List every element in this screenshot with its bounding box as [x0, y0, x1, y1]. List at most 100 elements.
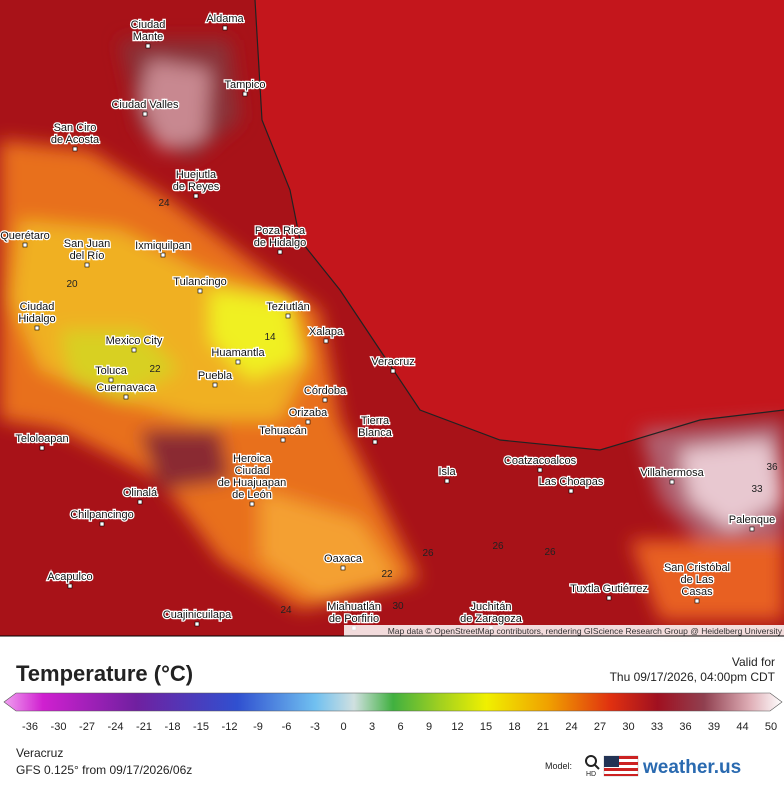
- city-label: de Zaragoza: [460, 613, 523, 625]
- city-label: Villahermosa: [640, 467, 704, 479]
- valid-time: Thu 09/17/2026, 04:00pm CDT: [610, 670, 776, 684]
- city-dot: [323, 338, 329, 344]
- city-label: de Acosta: [51, 134, 100, 146]
- colorbar-tick: -9: [253, 721, 263, 733]
- city-label: Teloloapan: [15, 433, 68, 445]
- city-dot: [67, 583, 73, 589]
- city-dot: [280, 437, 286, 443]
- city-dot: [212, 382, 218, 388]
- contour-label: 22: [149, 364, 161, 375]
- contour-label: 33: [751, 484, 763, 495]
- city-label: Hidalgo: [18, 313, 55, 325]
- city-dot: [340, 565, 346, 571]
- colorbar-tick: -15: [193, 721, 209, 733]
- model-run: GFS 0.125° from 09/17/2026/06z: [16, 763, 192, 777]
- city-dot: [193, 193, 199, 199]
- colorbar-tick: 6: [397, 721, 403, 733]
- city-label: Ciudad: [235, 465, 270, 477]
- city-dot: [145, 43, 151, 49]
- city-dot: [34, 325, 40, 331]
- colorbar-tick: 21: [537, 721, 549, 733]
- hd-label: HD: [586, 771, 596, 778]
- city-label: Las Choapas: [539, 476, 604, 488]
- city-label: de Huajuapan: [218, 477, 287, 489]
- city-label: Ciudad: [20, 301, 55, 313]
- colorbar-tick: -24: [108, 721, 124, 733]
- city-dot: [142, 111, 148, 117]
- city-dot: [249, 501, 255, 507]
- city-dot: [108, 377, 114, 383]
- colorbar-tick: -18: [165, 721, 181, 733]
- colorbar-tick: 24: [565, 721, 577, 733]
- city-label: Tehuacán: [259, 425, 307, 437]
- city-label: Ciudad: [131, 19, 166, 31]
- search-icon: [585, 755, 597, 767]
- city-label: Ixmiquilpan: [135, 240, 191, 252]
- search-icon-handle: [594, 764, 600, 770]
- city-dot: [160, 252, 166, 258]
- coastline: [254, 0, 784, 451]
- location: Veracruz: [16, 746, 63, 760]
- brand: weather.us: [642, 757, 741, 778]
- city-dot: [285, 313, 291, 319]
- colorbar-tick: -6: [282, 721, 292, 733]
- contour-label: 20: [66, 279, 78, 290]
- colorbar-tick: 44: [736, 721, 748, 733]
- city-dot: [568, 488, 574, 494]
- city-label: de Las: [680, 574, 714, 586]
- colorbar-tick: -27: [79, 721, 95, 733]
- city-label: Xalapa: [309, 326, 344, 338]
- map: [0, 0, 784, 636]
- city-dot: [222, 25, 228, 31]
- contour-label: 14: [264, 332, 276, 343]
- city-label: Tuxtla Gutiérrez: [570, 583, 648, 595]
- city-dot: [131, 347, 137, 353]
- city-label: Miahuatlán: [327, 601, 381, 613]
- city-label: Tierra: [361, 415, 390, 427]
- city-label: Olinalá: [123, 487, 158, 499]
- city-label: Huamantla: [211, 347, 265, 359]
- colorbar-tick: 30: [622, 721, 634, 733]
- city-label: Veracruz: [371, 356, 414, 368]
- city-label: Huejutla: [176, 169, 217, 181]
- city-dot: [277, 249, 283, 255]
- city-label: de Porfirio: [329, 613, 379, 625]
- colorbar-tick: 39: [708, 721, 720, 733]
- city-label: Cuajinicuilapa: [163, 609, 232, 621]
- city-label: Querétaro: [0, 230, 50, 242]
- city-dot: [137, 499, 143, 505]
- city-label: San Juan: [64, 238, 110, 250]
- city-dot: [749, 526, 755, 532]
- city-label: Coatzacoalcos: [504, 455, 577, 467]
- contour-label: 36: [766, 462, 778, 473]
- colorbar-tick: 18: [508, 721, 520, 733]
- city-dot: [444, 478, 450, 484]
- city-label: Heroica: [233, 453, 272, 465]
- city-label: Mexico City: [106, 335, 163, 347]
- city-dot: [537, 467, 543, 473]
- colorbar-tick: -12: [222, 721, 238, 733]
- city-label: Oaxaca: [324, 553, 363, 565]
- colorbar-tick: 27: [594, 721, 606, 733]
- attribution-bg: [344, 625, 784, 636]
- city-dot: [123, 394, 129, 400]
- colorbar-tick: 0: [340, 721, 346, 733]
- city-label: de Reyes: [173, 181, 220, 193]
- colorbar-tick: -3: [310, 721, 320, 733]
- city-label: Palenque: [729, 514, 776, 526]
- contour-label: 26: [422, 548, 434, 559]
- temperature-field: [0, 40, 784, 620]
- city-dot: [669, 479, 675, 485]
- city-label: Aldama: [206, 13, 244, 25]
- city-dot: [99, 521, 105, 527]
- city-label: San Cristóbal: [664, 562, 730, 574]
- city-dot: [242, 91, 248, 97]
- city-dot: [305, 419, 311, 425]
- city-dot: [84, 262, 90, 268]
- contour-label: 26: [544, 547, 556, 558]
- city-label: Tampico: [225, 79, 266, 91]
- city-label: de León: [232, 489, 272, 501]
- contour-label: 22: [381, 569, 393, 580]
- city-label: San Ciro: [54, 122, 97, 134]
